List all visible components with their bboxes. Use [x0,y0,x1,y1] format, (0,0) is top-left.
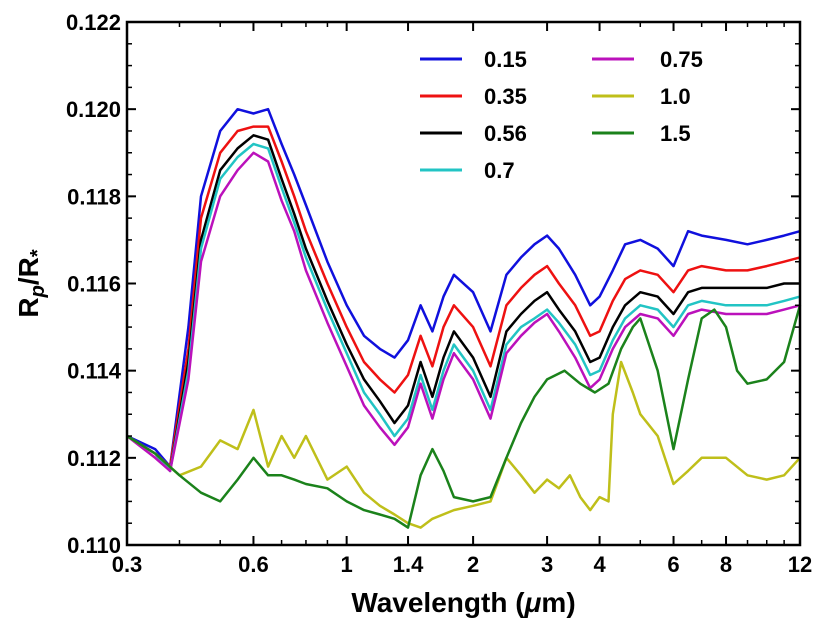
series-line-0-75 [126,151,801,473]
series-line-0-56 [126,134,800,473]
series-line-1-0 [126,360,801,529]
series-line-0-35 [126,125,801,468]
legend-label: 1.0 [660,84,691,109]
axis-ticks: 0.3 0.6 1 1.4 2 3 4 6 8 12 0.110 0.112 0.114 0.116 0.1… [66,10,812,577]
legend: 0.15 0.35 0.56 0.7 0.75 1.0 1.5 [420,47,703,183]
series-line-0-15 [126,107,801,468]
x-tick-label: 8 [720,552,732,577]
y-tick-label: 0.116 [67,272,121,297]
x-tick-label: 4 [593,552,606,577]
y-tick-label: 0.112 [67,446,121,471]
legend-label: 1.5 [660,121,691,146]
series-line-1-5 [126,304,802,529]
x-tick-label: 6 [667,552,679,577]
series-line-0-7 [126,142,801,473]
y-tick-label: 0.122 [66,10,121,35]
x-tick-label: 3 [541,552,553,577]
x-tick-label: 12 [788,552,812,577]
x-tick-label: 0.6 [238,552,269,577]
x-tick-label: 1 [341,552,353,577]
legend-label: 0.15 [484,47,527,72]
legend-label: 0.56 [484,121,527,146]
legend-label: 0.75 [660,47,703,72]
y-tick-label: 0.118 [67,184,121,209]
y-axis-title: Rp/R* [13,249,49,317]
legend-label: 0.7 [484,158,515,183]
y-tick-label: 0.110 [67,533,121,558]
series-lines [126,107,802,529]
y-tick-label: 0.120 [66,97,121,122]
x-axis-title: Wavelength (μm) [351,587,575,618]
x-tick-label: 0.3 [112,552,143,577]
y-tick-label: 0.114 [67,359,122,384]
legend-label: 0.35 [484,84,527,109]
x-tick-label: 2 [467,552,479,577]
x-tick-label: 1.4 [393,552,424,577]
